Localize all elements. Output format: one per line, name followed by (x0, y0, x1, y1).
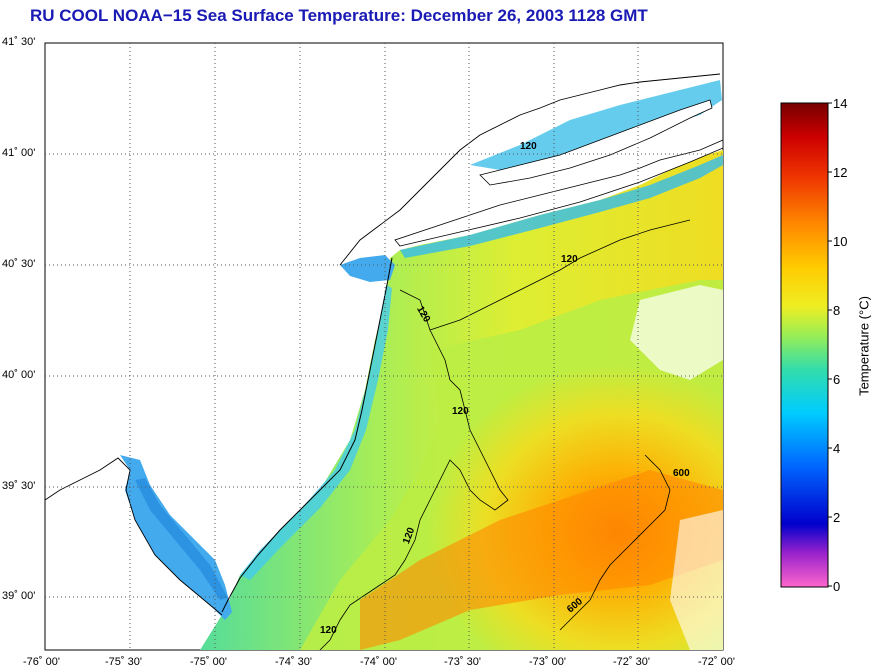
lat-label: 39˚ 00' (2, 590, 36, 602)
colorbar-tick-label: 10 (833, 234, 848, 249)
contour-label: 120 (452, 406, 469, 417)
isobath-120 (319, 289, 509, 651)
lat-label: 41˚ 30' (2, 36, 36, 48)
lat-label: 40˚ 00' (2, 369, 36, 381)
graticule (45, 43, 723, 650)
lon-label: -73˚ 30' (444, 656, 481, 668)
lon-label: -75˚ 00' (190, 656, 227, 668)
long-island-land (479, 99, 713, 186)
isobath-120 (429, 219, 691, 331)
isobath-600 (559, 454, 671, 631)
lon-label: -74˚ 30' (275, 656, 312, 668)
lon-label: -76˚ 00' (23, 656, 60, 668)
lon-label: -73˚ 00' (529, 656, 566, 668)
cloud-patch (670, 510, 723, 650)
contour-label: 120 (320, 625, 337, 636)
lat-label: 41˚ 00' (2, 147, 36, 159)
li-south-shore-band (400, 155, 723, 258)
contour-label: 120 (520, 141, 537, 152)
colorbar-tick-label: 6 (833, 372, 841, 387)
map-title: RU COOL NOAA−15 Sea Surface Temperature:… (30, 6, 648, 25)
raritan-bay (340, 255, 395, 282)
colorbar-tick-label: 2 (833, 510, 841, 525)
contour-label: 120 (561, 254, 578, 265)
colorbar-tick-label: 8 (833, 303, 841, 318)
warm-streak (360, 470, 723, 650)
colorbar-ticks (828, 102, 832, 587)
cloud-patch (630, 285, 723, 380)
colorbar-tick-label: 4 (833, 441, 841, 456)
delaware-coastline (44, 457, 223, 616)
nj-coastal-band (240, 285, 392, 580)
lon-label: -72˚ 00' (698, 656, 735, 668)
long-island-sound (470, 80, 722, 170)
lon-label: -72˚ 30' (613, 656, 650, 668)
colorbar (780, 102, 829, 588)
colorbar-tick-label: 14 (833, 96, 848, 111)
long-island-land (394, 139, 724, 247)
contour-label: 600 (673, 468, 690, 479)
ny-coastline (339, 73, 721, 266)
colorbar-tick-label: 12 (833, 165, 848, 180)
colorbar-tick-label: 0 (833, 579, 841, 594)
lat-label: 39˚ 30' (2, 480, 36, 492)
lon-label: -74˚ 00' (360, 656, 397, 668)
colorbar-title: Temperature (°C) (856, 296, 872, 396)
lat-label: 40˚ 30' (2, 258, 36, 270)
bay-inner (135, 478, 228, 600)
lon-label: -75˚ 30' (105, 656, 142, 668)
nj-coastline (221, 257, 393, 613)
